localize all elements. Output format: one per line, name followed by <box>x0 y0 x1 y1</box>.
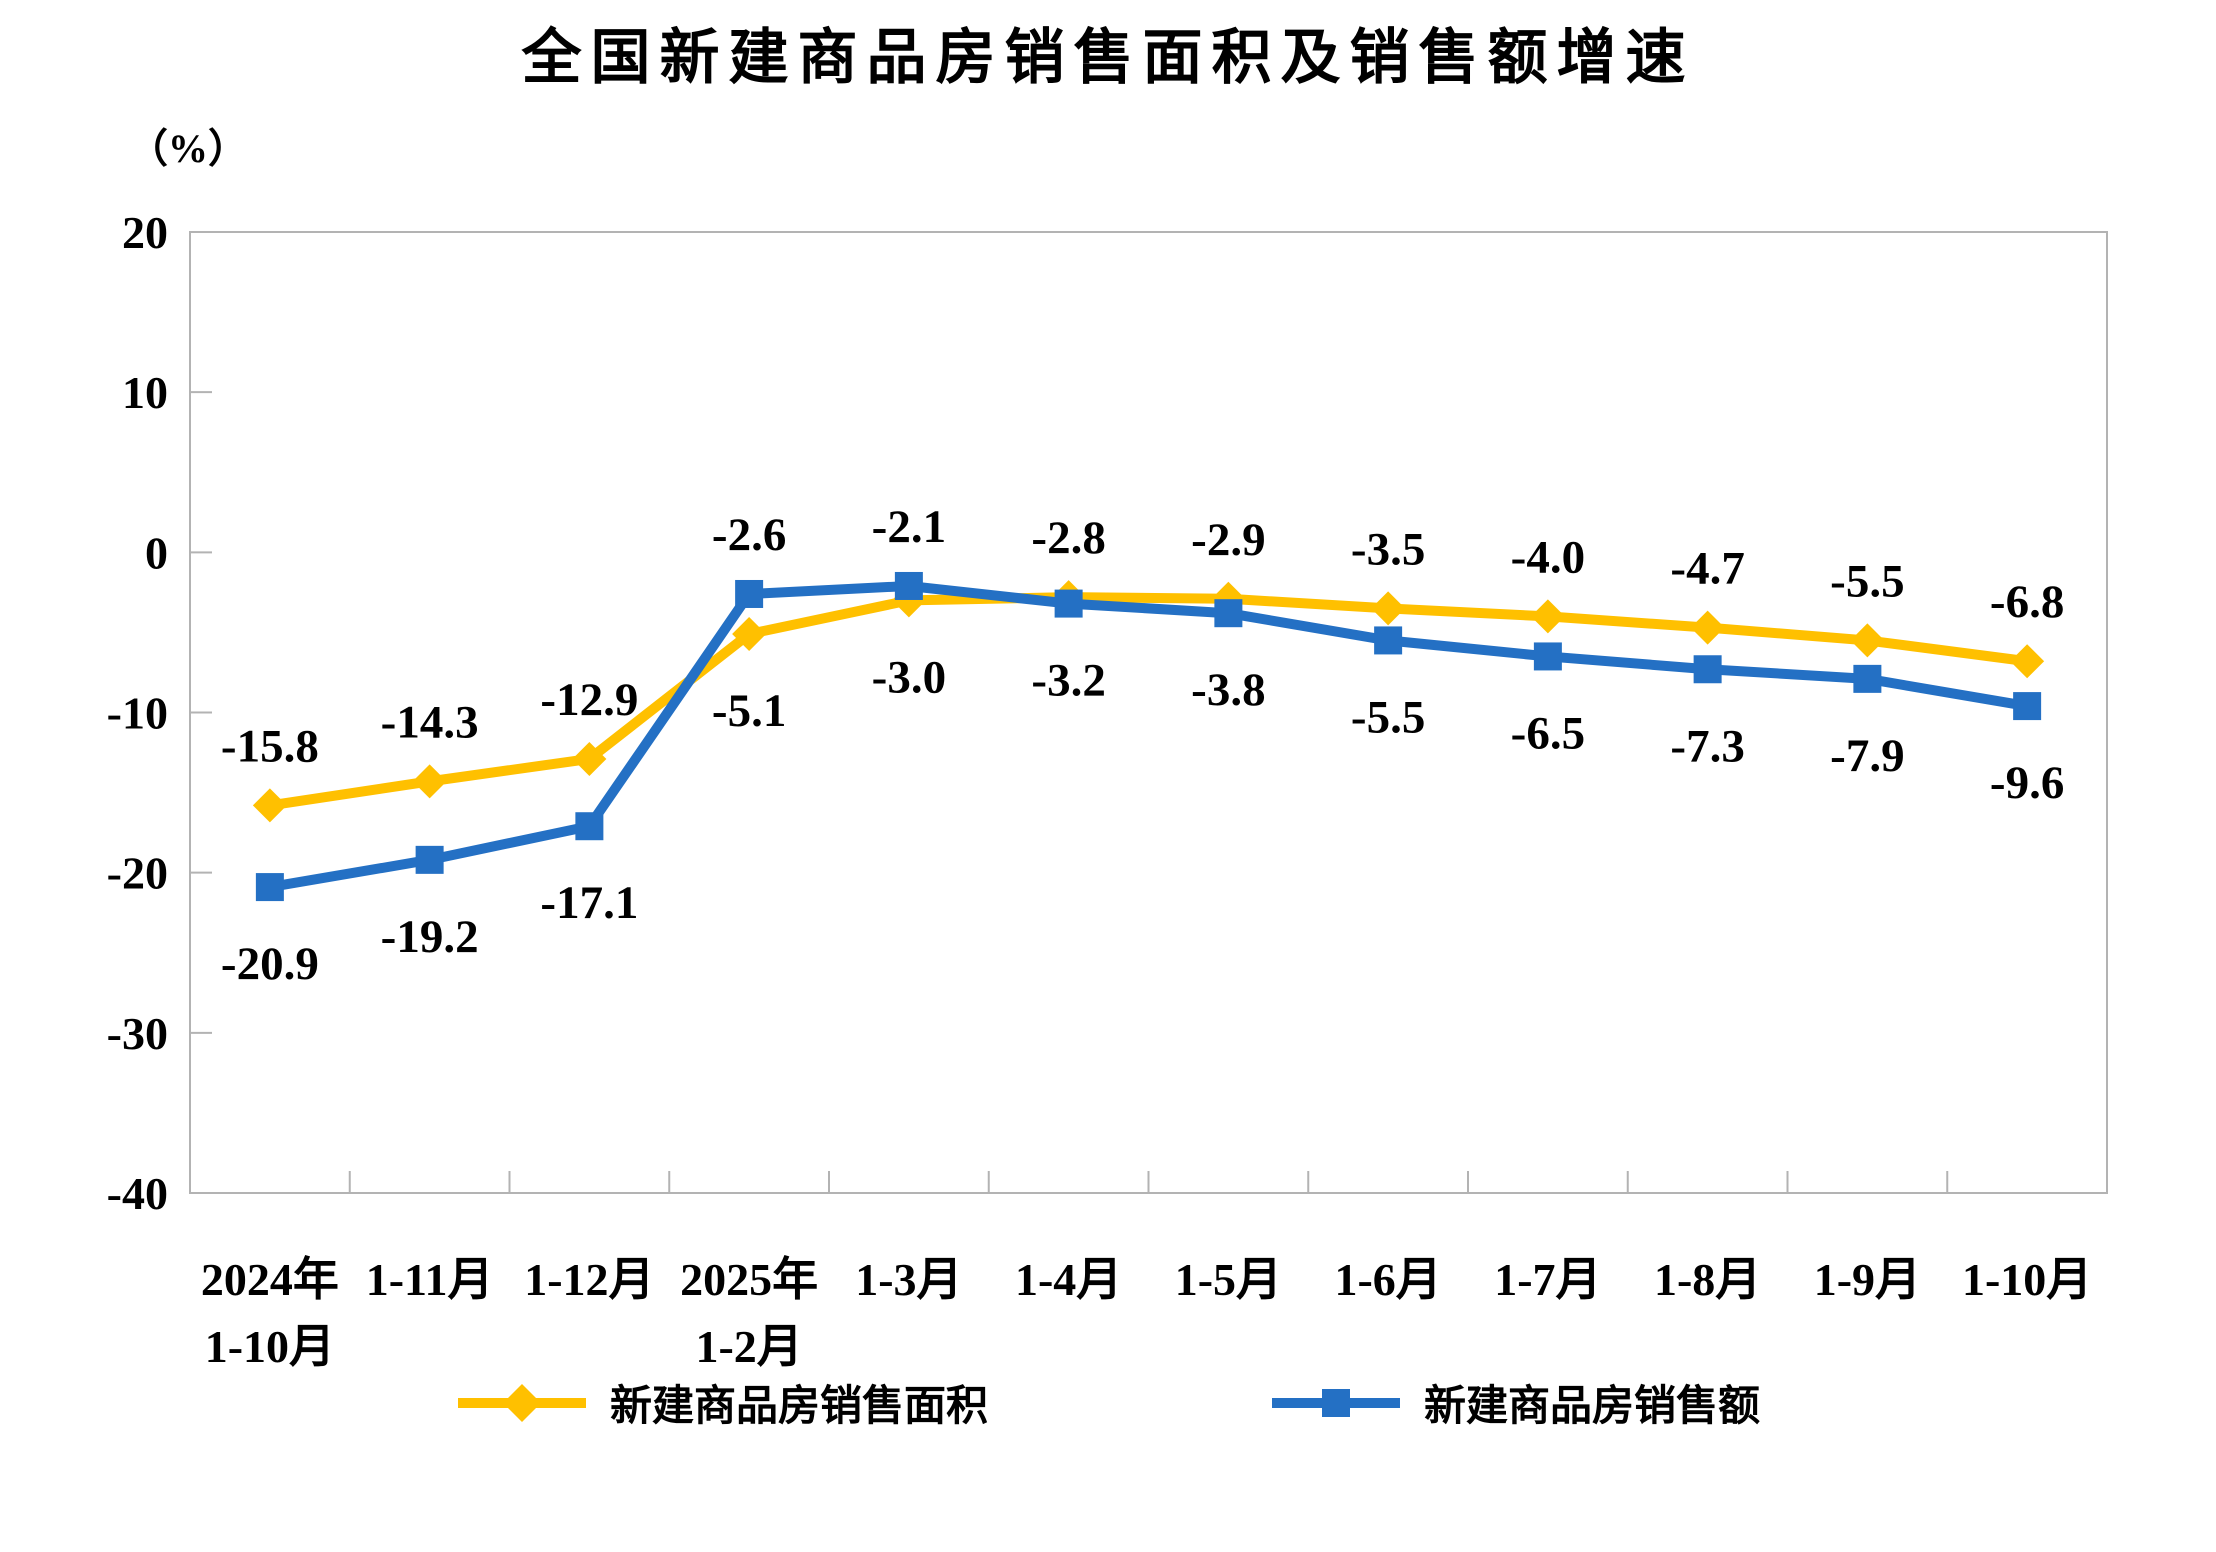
legend-swatch-line-diamond-icon <box>457 1383 586 1422</box>
x-axis-label: 2025年 <box>680 1254 818 1305</box>
data-label-sales-amount: -6.5 <box>1511 707 1585 759</box>
marker-square-sales-amount <box>575 812 604 841</box>
marker-diamond-sales-area <box>572 741 607 776</box>
marker-diamond-sales-area <box>2010 644 2045 679</box>
marker-diamond-sales-area <box>732 617 767 652</box>
data-label-sales-amount: -3.2 <box>1031 655 1105 707</box>
marker-square-sales-amount <box>1693 655 1722 684</box>
data-label-sales-area: -12.9 <box>540 674 638 726</box>
x-axis-label: 1-8月 <box>1654 1254 1761 1305</box>
marker-square-sales-amount <box>255 873 284 902</box>
y-axis-tick-label: 10 <box>122 367 168 418</box>
x-axis-label: 1-3月 <box>855 1254 962 1305</box>
x-axis-label: 1-4月 <box>1015 1254 1122 1305</box>
series-line-sales-area <box>264 592 2033 811</box>
data-label-sales-area: -3.0 <box>872 651 946 703</box>
data-label-sales-amount: -20.9 <box>221 938 319 990</box>
data-label-sales-area: -5.5 <box>1830 555 1904 607</box>
data-label-sales-area: -4.7 <box>1670 543 1744 595</box>
legend: 新建商品房销售面积 新建商品房销售额 <box>0 1372 2216 1433</box>
y-axis-tick-label: -40 <box>107 1168 168 1219</box>
data-label-sales-area: -15.8 <box>221 720 319 772</box>
data-label-sales-area: -3.5 <box>1351 523 1425 575</box>
marker-diamond-sales-area <box>1850 623 1885 658</box>
x-axis-label: 1-11月 <box>366 1254 494 1305</box>
marker-diamond-sales-area <box>252 788 287 823</box>
x-axis-label: 2024年 <box>201 1254 339 1305</box>
data-label-sales-area: -2.8 <box>1031 512 1105 564</box>
marker-square-sales-amount <box>1214 599 1243 628</box>
x-axis-label: 1-6月 <box>1334 1254 1441 1305</box>
data-label-sales-area: -4.0 <box>1511 531 1585 583</box>
marker-diamond-sales-area <box>412 764 447 799</box>
marker-square-sales-amount <box>1054 589 1083 618</box>
marker-diamond-sales-area <box>1690 610 1725 645</box>
series-line-sales-amount <box>264 580 2033 893</box>
y-axis-tick-label: -10 <box>107 688 168 739</box>
y-axis-tick-label: -30 <box>107 1008 168 1059</box>
x-axis-label: 1-10月 <box>1962 1254 2092 1305</box>
data-label-sales-amount: -9.6 <box>1990 757 2064 809</box>
marker-square-sales-amount <box>415 845 444 874</box>
legend-item-sales-amount: 新建商品房销售额 <box>1270 1372 1760 1433</box>
legend-label-sales-amount: 新建商品房销售额 <box>1424 1384 1761 1430</box>
data-label-sales-amount: -7.9 <box>1830 730 1904 782</box>
y-axis-tick-label: 0 <box>145 527 168 578</box>
marker-square-sales-amount <box>1374 626 1403 655</box>
chart-title: 全国新建商品房销售面积及销售额增速 <box>521 24 1695 91</box>
legend-item-sales-area: 新建商品房销售面积 <box>456 1372 988 1433</box>
data-label-sales-area: -14.3 <box>381 696 479 748</box>
data-label-sales-amount: -2.1 <box>872 501 946 553</box>
marker-square-sales-amount <box>894 571 923 600</box>
data-label-sales-amount: -19.2 <box>381 911 479 963</box>
x-axis-label: 1-10月 <box>205 1321 335 1372</box>
data-label-sales-amount: -5.5 <box>1351 691 1425 743</box>
y-axis-unit-label: （%） <box>128 126 248 171</box>
data-label-sales-area: -5.1 <box>712 685 786 737</box>
data-label-sales-area: -6.8 <box>1990 576 2064 628</box>
marker-square-sales-amount <box>1853 664 1882 693</box>
data-label-sales-amount: -7.3 <box>1670 720 1744 772</box>
y-axis-tick-label: 20 <box>122 207 168 258</box>
data-label-sales-area: -2.9 <box>1191 514 1265 566</box>
x-axis-label: 1-5月 <box>1175 1254 1282 1305</box>
y-axis-tick-label: -20 <box>107 848 168 899</box>
legend-label-sales-area: 新建商品房销售面积 <box>609 1384 988 1430</box>
marker-diamond-sales-area <box>1530 599 1565 634</box>
x-axis-label: 1-9月 <box>1814 1254 1921 1305</box>
marker-square-sales-amount <box>1533 642 1562 671</box>
data-label-sales-amount: -3.8 <box>1191 664 1265 716</box>
marker-square-sales-amount <box>735 579 764 608</box>
marker-diamond-sales-area <box>1371 591 1406 626</box>
legend-swatch-line-square-icon <box>1272 1388 1400 1417</box>
x-axis-label: 1-12月 <box>524 1254 654 1305</box>
x-axis-label: 1-7月 <box>1494 1254 1601 1305</box>
data-label-sales-amount: -17.1 <box>540 877 638 929</box>
x-axis-label: 1-2月 <box>695 1321 802 1372</box>
data-label-sales-amount: -2.6 <box>712 509 786 561</box>
marker-square-sales-amount <box>2013 692 2042 721</box>
